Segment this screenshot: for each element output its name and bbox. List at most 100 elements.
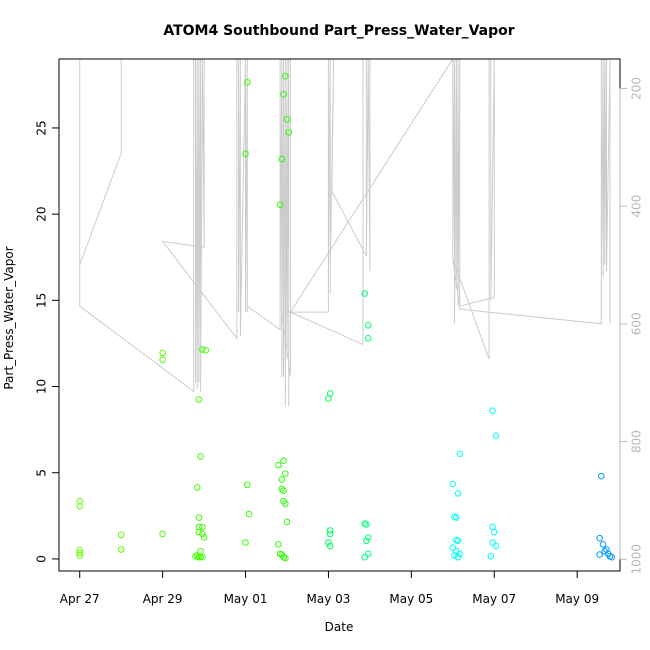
data-point bbox=[282, 500, 289, 508]
data-point bbox=[325, 539, 332, 546]
data-point bbox=[245, 510, 253, 518]
data-point bbox=[275, 461, 282, 469]
data-point bbox=[449, 480, 457, 488]
data-point bbox=[195, 528, 203, 536]
data-point bbox=[117, 531, 125, 539]
y-axis-label: Part_Press_Water_Vapor bbox=[2, 246, 16, 389]
data-point bbox=[489, 539, 496, 546]
data-point bbox=[282, 470, 289, 477]
data-point bbox=[596, 534, 603, 542]
data-point bbox=[608, 553, 616, 561]
data-point bbox=[195, 396, 203, 403]
data-point bbox=[283, 518, 291, 526]
data-point bbox=[197, 547, 204, 555]
data-point bbox=[159, 530, 166, 538]
data-point bbox=[599, 541, 607, 548]
data-point bbox=[278, 476, 286, 483]
data-point bbox=[491, 528, 498, 536]
data-point bbox=[487, 553, 495, 560]
data-point bbox=[276, 201, 284, 208]
data-point bbox=[76, 549, 83, 557]
data-point bbox=[117, 546, 125, 553]
chart-title: ATOM4 Southbound Part_Press_Water_Vapor bbox=[163, 23, 514, 39]
data-point bbox=[200, 534, 208, 541]
data-point bbox=[244, 79, 251, 86]
data-point bbox=[278, 485, 286, 493]
data-point bbox=[364, 534, 372, 541]
data-point bbox=[278, 155, 286, 163]
data-point bbox=[76, 552, 83, 559]
x-tick-label: May 05 bbox=[389, 592, 433, 606]
y2-tick-label: 1000 bbox=[630, 544, 644, 575]
data-point bbox=[195, 514, 203, 521]
data-point bbox=[364, 550, 372, 558]
x-tick-label: Apr 27 bbox=[60, 592, 100, 606]
y-tick-label: 10 bbox=[35, 379, 49, 394]
data-point bbox=[598, 472, 605, 480]
data-point bbox=[454, 553, 462, 561]
y-tick-label: 5 bbox=[35, 469, 49, 477]
y2-tick-label: 400 bbox=[630, 195, 644, 218]
data-point bbox=[326, 542, 334, 550]
data-point bbox=[326, 530, 334, 538]
data-point bbox=[244, 481, 251, 489]
y-tick-label: 15 bbox=[35, 293, 49, 308]
data-point bbox=[199, 553, 206, 561]
profile-lines bbox=[79, 57, 611, 407]
data-point bbox=[364, 335, 372, 342]
data-point bbox=[364, 322, 372, 329]
data-point bbox=[76, 503, 83, 510]
data-point bbox=[363, 521, 370, 528]
data-point bbox=[454, 490, 462, 497]
data-point bbox=[326, 527, 334, 534]
data-point bbox=[193, 484, 201, 491]
data-point bbox=[280, 91, 287, 98]
data-point bbox=[451, 552, 458, 559]
data-point bbox=[283, 116, 291, 123]
data-point bbox=[489, 407, 496, 415]
data-point bbox=[202, 347, 210, 354]
x-tick-label: May 03 bbox=[306, 592, 350, 606]
data-point bbox=[456, 450, 464, 458]
data-point bbox=[275, 541, 282, 548]
data-point bbox=[596, 551, 603, 558]
data-point bbox=[282, 554, 289, 562]
data-point bbox=[361, 553, 369, 561]
data-point bbox=[197, 453, 204, 460]
data-point bbox=[492, 432, 500, 440]
data-point bbox=[242, 150, 249, 158]
y-tick-label: 25 bbox=[35, 120, 49, 135]
plot-frame bbox=[58, 58, 621, 572]
y-axis: 0 5 10 15 20 25 bbox=[35, 120, 60, 563]
y-tick-label: 20 bbox=[35, 207, 49, 222]
data-point bbox=[242, 539, 249, 546]
x-tick-label: May 07 bbox=[472, 592, 516, 606]
y2-tick-label: 800 bbox=[630, 430, 644, 453]
data-point bbox=[159, 349, 166, 357]
y-tick-label: 0 bbox=[35, 555, 49, 563]
data-point bbox=[199, 346, 206, 353]
data-point bbox=[199, 523, 206, 531]
x-axis: Apr 27 Apr 29 May 01 May 03 May 05 May 07 May … bbox=[60, 570, 599, 606]
profile-line bbox=[79, 57, 611, 407]
x-tick-label: Apr 29 bbox=[143, 592, 183, 606]
data-point bbox=[363, 537, 370, 545]
data-point bbox=[285, 129, 293, 136]
data-point bbox=[282, 72, 289, 80]
data-point bbox=[453, 514, 460, 521]
data-point bbox=[325, 395, 332, 402]
data-point bbox=[280, 457, 287, 465]
data-points bbox=[76, 72, 616, 562]
y2-tick-label: 200 bbox=[630, 77, 644, 100]
data-point bbox=[159, 356, 166, 364]
data-point bbox=[492, 542, 500, 550]
y2-tick-label: 600 bbox=[630, 312, 644, 335]
x-axis-label: Date bbox=[325, 620, 354, 634]
data-point bbox=[199, 530, 206, 538]
data-point bbox=[361, 290, 369, 297]
data-point bbox=[280, 487, 287, 495]
data-point bbox=[454, 537, 462, 545]
data-point bbox=[449, 544, 457, 552]
y2-axis: 200 400 600 800 1000 bbox=[619, 77, 644, 575]
